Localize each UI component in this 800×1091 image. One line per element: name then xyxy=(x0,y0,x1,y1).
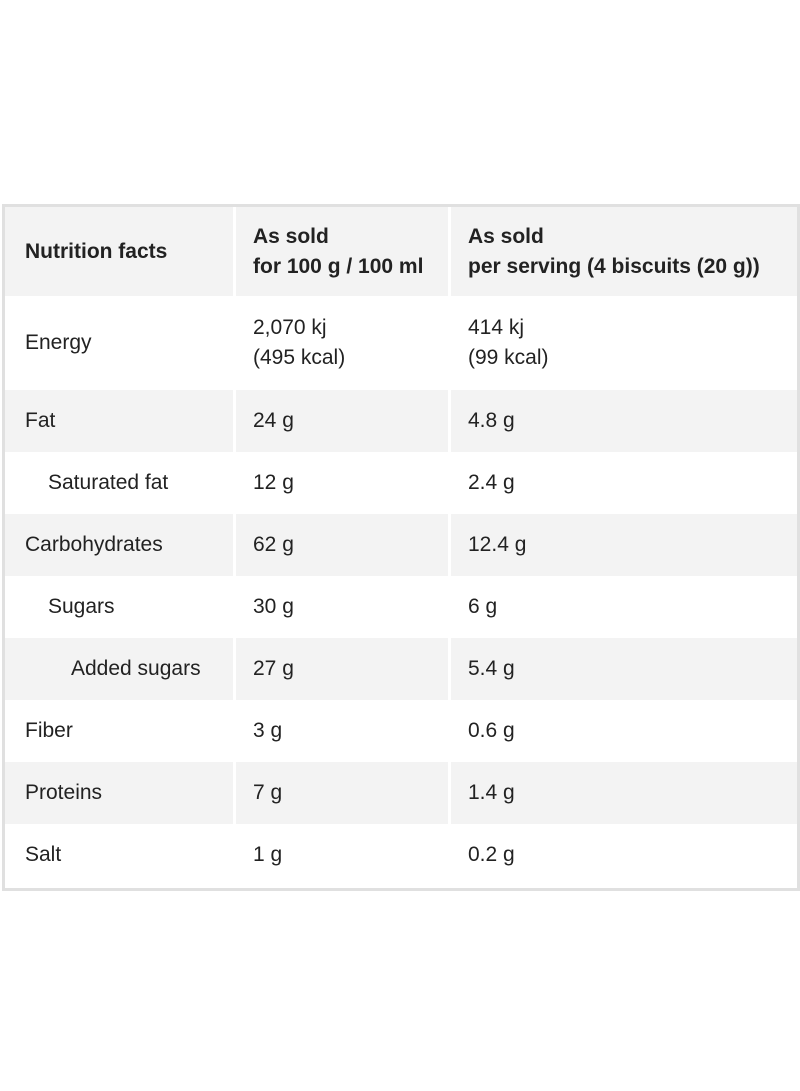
row-label: Fiber xyxy=(25,719,73,742)
row-label: Salt xyxy=(25,843,62,866)
row-label: Proteins xyxy=(5,762,233,824)
per100-value: 2,070 kj (495 kcal) xyxy=(236,296,448,390)
per100-value: 7 g xyxy=(236,762,448,824)
header-per-serving-line1: As sold xyxy=(468,224,544,248)
table-row-sugars: Sugars 30 g 6 g xyxy=(5,576,797,638)
table-header-row: Nutrition facts As sold for 100 g / 100 … xyxy=(5,207,797,296)
table-row-fiber: Fiber 3 g 0.6 g xyxy=(5,700,797,762)
header-per-serving: As sold per serving (4 biscuits (20 g)) xyxy=(451,207,797,296)
header-per-100g-line2: for 100 g / 100 ml xyxy=(253,254,424,278)
table-row-carbohydrates: Carbohydrates 62 g 12.4 g xyxy=(5,514,797,576)
per100-value: 12 g xyxy=(253,471,294,494)
row-label: Saturated fat xyxy=(48,471,169,494)
per100-value: 1 g xyxy=(253,843,283,866)
table-row-fat: Fat 24 g 4.8 g xyxy=(5,390,797,452)
serving-value: 12.4 g xyxy=(451,514,797,576)
serving-value: 1.4 g xyxy=(451,762,797,824)
header-per-100g: As sold for 100 g / 100 ml xyxy=(236,207,448,296)
per100-value: 62 g xyxy=(236,514,448,576)
nutrition-table: Nutrition facts As sold for 100 g / 100 … xyxy=(2,207,800,886)
per100-value: 24 g xyxy=(236,390,448,452)
table-row-proteins: Proteins 7 g 1.4 g xyxy=(5,762,797,824)
table-row-salt: Salt 1 g 0.2 g xyxy=(5,824,797,886)
serving-value-line2: (99 kcal) xyxy=(468,346,549,369)
serving-value: 2.4 g xyxy=(468,471,515,494)
serving-value: 414 kj (99 kcal) xyxy=(451,296,797,390)
serving-value: 4.8 g xyxy=(451,390,797,452)
per100-value-line1: 2,070 kj xyxy=(253,316,327,339)
table-row-energy: Energy 2,070 kj (495 kcal) 414 kj (99 kc… xyxy=(5,296,797,390)
serving-value-line1: 414 kj xyxy=(468,316,525,339)
per100-value: 3 g xyxy=(253,719,283,742)
per100-value: 30 g xyxy=(253,595,294,618)
per100-value-line2: (495 kcal) xyxy=(253,346,346,369)
serving-value: 0.2 g xyxy=(468,843,515,866)
header-per-serving-line2: per serving (4 biscuits (20 g)) xyxy=(468,254,760,278)
row-label: Carbohydrates xyxy=(5,514,233,576)
nutrition-table-frame: Nutrition facts As sold for 100 g / 100 … xyxy=(2,204,800,891)
per100-value: 27 g xyxy=(236,638,448,700)
table-row-saturated-fat: Saturated fat 12 g 2.4 g xyxy=(5,452,797,514)
serving-value: 5.4 g xyxy=(451,638,797,700)
row-label: Fat xyxy=(5,390,233,452)
header-nutrition-facts: Nutrition facts xyxy=(5,207,233,296)
row-label: Added sugars xyxy=(5,638,233,700)
serving-value: 6 g xyxy=(468,595,498,618)
row-label: Sugars xyxy=(48,595,115,618)
table-row-added-sugars: Added sugars 27 g 5.4 g xyxy=(5,638,797,700)
serving-value: 0.6 g xyxy=(468,719,515,742)
row-label: Energy xyxy=(25,331,92,354)
header-per-100g-line1: As sold xyxy=(253,224,329,248)
